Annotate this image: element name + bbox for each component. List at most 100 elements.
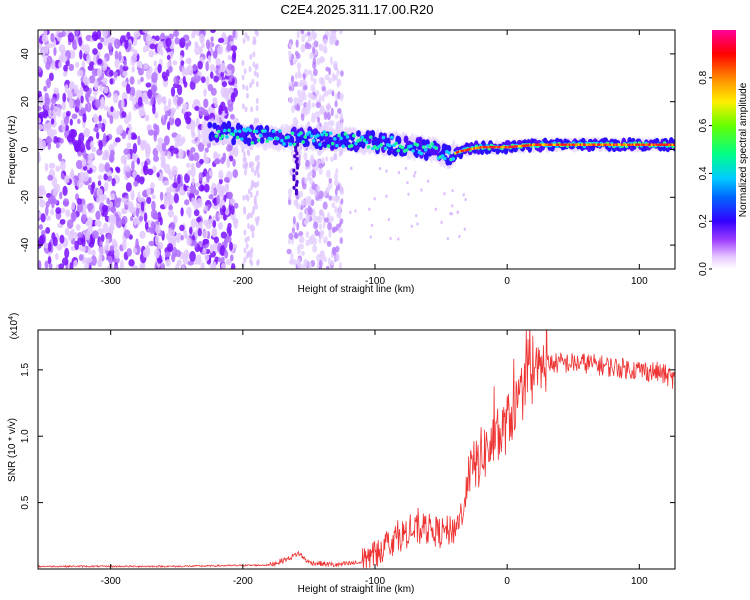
noise-blob: [38, 152, 41, 163]
noise-blob: [56, 243, 63, 251]
noise-blob: [213, 75, 220, 83]
noise-blob: [187, 260, 194, 266]
noise-blob: [79, 141, 85, 153]
noise-blob: [233, 146, 239, 158]
noise-blob: [55, 252, 59, 261]
noise-blob: [186, 162, 191, 168]
ridge-speckle: [286, 135, 291, 139]
noise-blob: [201, 76, 206, 84]
noise-blob: [245, 85, 249, 92]
noise-blob: [255, 105, 259, 112]
noise-blob: [204, 254, 210, 262]
noise-blob: [47, 42, 54, 49]
noise-blob: [303, 258, 309, 268]
noise-blob: [241, 146, 245, 153]
spectrogram-x-tick-label: -300: [101, 276, 121, 287]
noise-blob: [291, 104, 295, 114]
noise-blob: [200, 262, 205, 269]
noise-blob: [319, 56, 324, 64]
noise-blob: [337, 210, 342, 219]
ridge-peak: [584, 143, 587, 146]
noise-blob: [173, 193, 179, 204]
ridge-speckle: [390, 135, 394, 140]
noise-blob: [125, 164, 131, 173]
ridge-peak: [563, 143, 566, 146]
noise-blob: [168, 116, 175, 126]
ridge-peak: [623, 143, 627, 146]
noise-blob: [76, 202, 84, 213]
ridge-peak: [478, 146, 481, 149]
noise-blob: [84, 261, 90, 269]
noise-blob: [130, 216, 134, 222]
ridge-peak: [465, 148, 468, 152]
ridge-peak: [611, 143, 614, 146]
noise-blob: [323, 217, 329, 223]
noise-blob: [148, 50, 155, 58]
noise-blob: [126, 247, 132, 257]
spectrogram-y-tick-label: 0: [20, 146, 31, 152]
ridge-peak: [662, 143, 665, 146]
ridge-peak: [566, 143, 570, 146]
noise-blob: [296, 30, 300, 39]
noise-blob: [48, 263, 53, 269]
ridge-core: [381, 144, 386, 153]
ridge-speckle: [326, 144, 331, 148]
noise-blob: [302, 73, 306, 81]
noise-blob: [328, 77, 333, 84]
snr-x-tick-label: -200: [233, 576, 253, 587]
ridge-core: [328, 137, 334, 143]
noise-blob: [317, 149, 321, 155]
noise-blob: [165, 259, 171, 267]
noise-blob: [154, 234, 160, 246]
ridge-speckle: [451, 157, 456, 161]
ridge-speckle: [303, 135, 308, 139]
noise-blob: [91, 181, 96, 190]
noise-blob: [252, 39, 256, 46]
noise-blob: [174, 249, 182, 258]
ridge-peak: [646, 143, 649, 146]
ridge-tail: [294, 188, 299, 193]
noise-blob: [187, 57, 192, 65]
noise-blob: [50, 103, 54, 111]
noise-blob: [73, 231, 78, 240]
noise-blob: [146, 143, 151, 154]
noise-blob: [87, 217, 93, 227]
noise-blob: [221, 205, 227, 213]
snr-series-line: [38, 330, 675, 569]
noise-blob: [89, 140, 94, 149]
ridge-speckle: [269, 137, 274, 141]
noise-blob: [120, 197, 128, 203]
noise-blob: [39, 234, 46, 245]
ridge-speckle: [271, 129, 276, 134]
ridge-speckle: [280, 138, 284, 143]
noise-blob: [130, 189, 135, 201]
noise-blob: [322, 221, 326, 229]
noise-blob: [102, 208, 108, 218]
noise-blob: [326, 187, 330, 194]
colorbar-tick-label: 0.0: [698, 262, 709, 276]
noise-blob: [111, 177, 116, 187]
noise-blob: [120, 154, 127, 165]
noise-blob: [76, 69, 84, 77]
noise-blob: [109, 245, 115, 252]
noise-blob: [389, 236, 392, 241]
noise-blob: [138, 215, 144, 222]
noise-blob: [257, 172, 261, 179]
ridge-peak: [547, 143, 551, 146]
noise-blob: [153, 60, 157, 67]
noise-blob: [318, 43, 324, 52]
noise-blob: [242, 151, 246, 158]
noise-blob: [88, 75, 96, 84]
ridge-peak: [635, 143, 638, 146]
ridge-peak: [551, 143, 554, 146]
noise-blob: [316, 185, 321, 192]
noise-blob: [73, 84, 79, 95]
ridge-peak: [490, 145, 493, 149]
noise-blob: [193, 209, 200, 217]
noise-blob: [124, 115, 130, 125]
noise-blob: [179, 55, 183, 61]
noise-blob: [88, 176, 92, 184]
noise-blob: [98, 253, 103, 264]
ridge-speckle: [330, 141, 335, 146]
noise-blob: [290, 259, 295, 265]
